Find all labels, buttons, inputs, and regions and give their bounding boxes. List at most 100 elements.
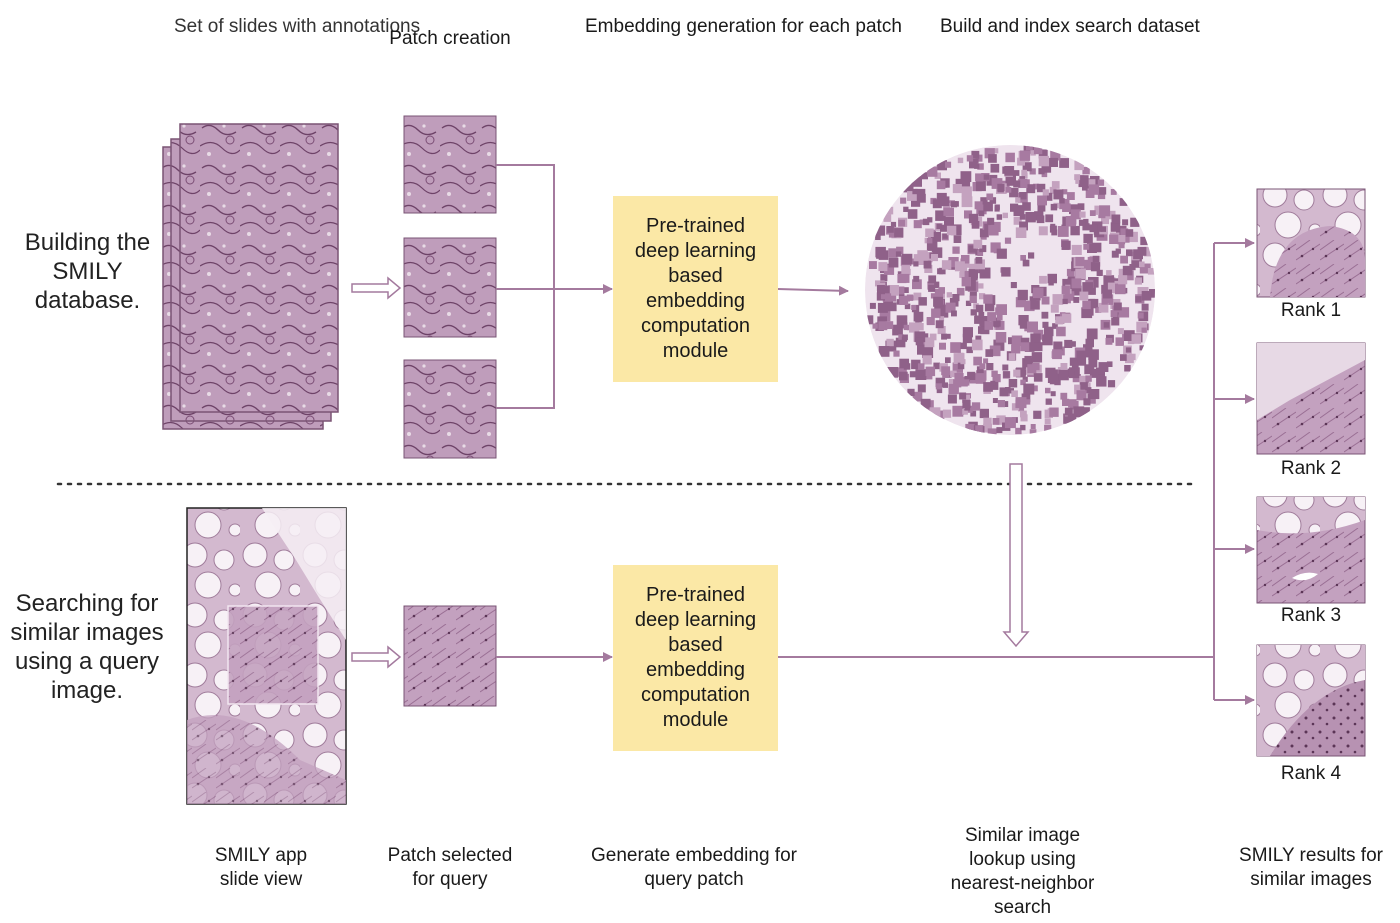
embedding-point bbox=[1087, 256, 1096, 265]
embedding-point bbox=[985, 349, 994, 357]
embedding-point bbox=[979, 408, 989, 419]
embedding-point bbox=[967, 371, 976, 380]
embedding-point bbox=[980, 197, 988, 205]
embedding-point bbox=[966, 346, 973, 354]
embedding-point bbox=[974, 163, 980, 169]
embedding-point bbox=[1075, 256, 1085, 266]
embedding-point bbox=[1047, 273, 1057, 284]
embedding-point bbox=[1022, 162, 1032, 172]
embedding-point bbox=[993, 148, 999, 154]
label-patch-selected: Patch selected for query bbox=[387, 845, 513, 890]
embedding-point bbox=[996, 214, 1003, 220]
embedding-point bbox=[1072, 374, 1081, 383]
embedding-point bbox=[1030, 300, 1040, 310]
embedding-point bbox=[927, 166, 938, 177]
embedding-point bbox=[978, 326, 986, 334]
embedding-point bbox=[907, 191, 917, 201]
embedding-point bbox=[1118, 307, 1130, 318]
embedding-point bbox=[895, 251, 902, 257]
embedding-point bbox=[879, 310, 891, 322]
embedding-point bbox=[993, 339, 1004, 350]
embedding-point bbox=[1025, 399, 1031, 405]
embedding-point bbox=[1051, 229, 1058, 236]
rank-4-label: Rank 4 bbox=[1280, 763, 1342, 784]
embedding-point bbox=[974, 315, 983, 324]
embedding-point bbox=[1106, 361, 1113, 367]
embedding-point bbox=[973, 239, 983, 249]
embedding-point bbox=[888, 248, 898, 258]
embedding-point bbox=[1003, 371, 1010, 378]
embedding-point bbox=[1022, 376, 1028, 382]
embedding-point bbox=[968, 213, 979, 224]
embedding-point bbox=[1122, 235, 1130, 243]
embedding-point bbox=[983, 358, 989, 364]
embedding-point bbox=[909, 371, 916, 378]
result-thumb-2 bbox=[1256, 342, 1366, 455]
embedding-point bbox=[984, 301, 995, 312]
embedding-point bbox=[957, 362, 965, 370]
embedding-point bbox=[1118, 235, 1126, 243]
embedding-point bbox=[956, 287, 965, 296]
embedding-point bbox=[1107, 380, 1116, 388]
embedding-point bbox=[1015, 397, 1027, 409]
embedding-point bbox=[1044, 192, 1053, 201]
embedding-point bbox=[937, 326, 946, 335]
embedding-point bbox=[1033, 183, 1039, 190]
embedding-point bbox=[1077, 357, 1087, 366]
embedding-point bbox=[885, 206, 894, 215]
embedding-point bbox=[1030, 150, 1036, 156]
embedding-point bbox=[877, 316, 887, 327]
embedding-point bbox=[930, 254, 938, 262]
embedding-point bbox=[935, 377, 946, 388]
embedding-point bbox=[961, 186, 972, 197]
embedding-point bbox=[890, 221, 897, 228]
embedding-point bbox=[1097, 191, 1106, 200]
embedding-point bbox=[1050, 304, 1059, 313]
embedding-point bbox=[1109, 234, 1119, 244]
embedding-point bbox=[1004, 166, 1015, 176]
header-patch-creation: Patch creation bbox=[389, 28, 511, 49]
embedding-point bbox=[888, 285, 899, 296]
embedding-point bbox=[952, 246, 960, 254]
embedding-point bbox=[922, 347, 934, 358]
embedding-point bbox=[1038, 149, 1048, 159]
embedding-point bbox=[1061, 240, 1071, 250]
embedding-point bbox=[896, 246, 904, 254]
embedding-point bbox=[1103, 322, 1110, 328]
slide-stack bbox=[162, 123, 339, 430]
embedding-point bbox=[883, 264, 895, 275]
embedding-point bbox=[1038, 155, 1050, 167]
embedding-point bbox=[943, 203, 951, 210]
embedding-point bbox=[1119, 198, 1128, 206]
embedding-point bbox=[1080, 259, 1091, 271]
embedding-point bbox=[1134, 277, 1142, 285]
embedding-point bbox=[898, 219, 905, 227]
hollow-arrow-bottom bbox=[351, 645, 402, 669]
embedding-point bbox=[978, 210, 985, 217]
embedding-point bbox=[1110, 310, 1118, 317]
embedding-point bbox=[987, 217, 995, 225]
embedding-point bbox=[1058, 369, 1069, 381]
embedding-point bbox=[1078, 219, 1086, 226]
embedding-point bbox=[903, 206, 909, 212]
embedding-point bbox=[936, 223, 942, 229]
embedding-point bbox=[987, 428, 997, 435]
embedding-point bbox=[920, 172, 928, 180]
embedding-point bbox=[977, 163, 984, 170]
embedding-point bbox=[1051, 181, 1060, 189]
embedding-point bbox=[1022, 202, 1031, 211]
embedding-point bbox=[1131, 334, 1142, 344]
embedding-point bbox=[979, 293, 986, 300]
embedding-point bbox=[925, 366, 936, 377]
embedding-point bbox=[1082, 166, 1090, 175]
embedding-point bbox=[963, 379, 970, 386]
embedding-point bbox=[1075, 268, 1086, 280]
embedding-point bbox=[1084, 364, 1095, 375]
embedding-point bbox=[901, 253, 913, 265]
embedding-point bbox=[911, 197, 921, 207]
hollow-arrow-down bbox=[1002, 463, 1030, 648]
embedding-point bbox=[913, 292, 922, 301]
embedding-point bbox=[878, 346, 890, 357]
embedding-point bbox=[1042, 189, 1049, 196]
embedding-point bbox=[962, 333, 973, 344]
